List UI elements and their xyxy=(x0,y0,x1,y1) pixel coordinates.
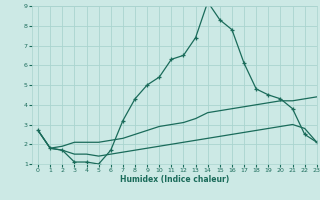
X-axis label: Humidex (Indice chaleur): Humidex (Indice chaleur) xyxy=(120,175,229,184)
